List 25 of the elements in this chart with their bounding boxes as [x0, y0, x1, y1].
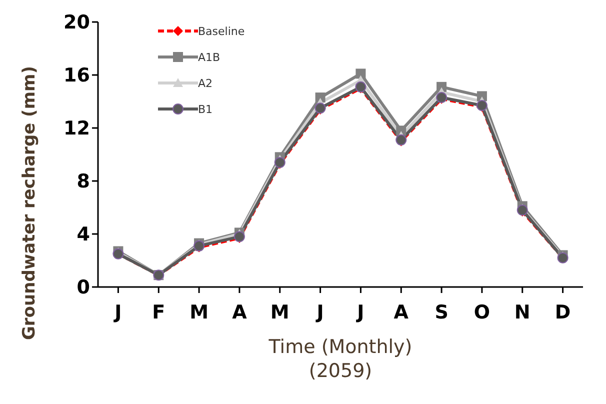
y-tick-label: 16: [64, 64, 90, 87]
x-tick-label: D: [554, 301, 571, 324]
x-tick-label: M: [270, 301, 290, 324]
x-tick-label: J: [314, 301, 324, 324]
y-tick-label: 8: [76, 170, 90, 193]
legend-label: A1B: [198, 50, 220, 64]
y-tick-label: 20: [64, 12, 90, 34]
legend-label: B1: [198, 102, 213, 116]
x-tick-label: M: [190, 301, 209, 324]
x-tick-label: J: [355, 301, 364, 324]
y-tick-label: 4: [76, 224, 90, 246]
y-tick-label: 12: [64, 118, 90, 140]
y-axis-title: Groundwater recharge (mm): [20, 66, 40, 340]
x-axis-title: Time (Monthly) (2059): [268, 336, 412, 382]
x-tick-label: O: [474, 301, 490, 324]
y-tick-label: 0: [76, 276, 90, 299]
x-tick-label: N: [514, 301, 530, 324]
x-tick-label: J: [112, 301, 122, 324]
legend-label: Baseline: [198, 24, 245, 38]
x-tick-label: A: [394, 301, 409, 324]
x-tick-label: S: [434, 301, 448, 324]
x-tick-label: F: [152, 301, 166, 324]
point: [356, 68, 366, 79]
x-tick-label: A: [232, 301, 248, 324]
legend-label: A2: [198, 76, 213, 90]
